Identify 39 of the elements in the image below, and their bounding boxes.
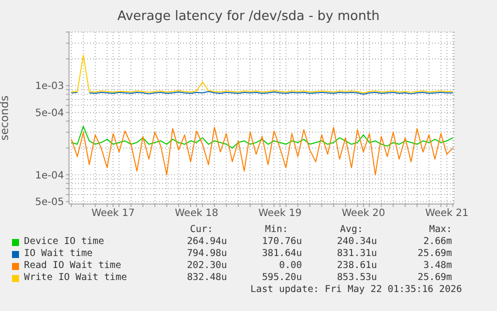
- text: 238.61u: [336, 260, 378, 272]
- text: Max:: [428, 224, 452, 236]
- x-tick-label: Week 20: [342, 208, 386, 220]
- line-series: [70, 126, 454, 148]
- text: 853.53u: [336, 272, 378, 284]
- x-tick-label: Week 21: [425, 208, 469, 220]
- line-series: [70, 54, 454, 94]
- text: 264.94u: [186, 236, 228, 248]
- text: Avg:: [339, 224, 364, 236]
- text: 170.76u: [260, 236, 303, 248]
- x-tick-label: Week 19: [258, 208, 302, 220]
- y-tick-label: 1e-04: [35, 170, 64, 182]
- y-tick-label: 5e-05: [35, 197, 64, 208]
- text: 25.69m: [416, 248, 452, 260]
- text: 831.31u: [336, 248, 378, 260]
- legend-label: Device IO time: [24, 236, 106, 248]
- text: 240.34u: [336, 236, 378, 248]
- y-tick-label: 5e-04: [35, 108, 64, 120]
- text: Last update: Fri May 22 01:35:16 2026: [249, 284, 462, 296]
- x-tick-label: Week 17: [91, 208, 135, 220]
- chart-title: Average latency for /dev/sda - by month: [116, 9, 381, 24]
- text: 794.98u: [186, 248, 228, 260]
- text: 0.00: [278, 260, 303, 272]
- line-series: [70, 126, 454, 176]
- legend-label: IO Wait time: [24, 248, 94, 260]
- text: Cur:: [189, 224, 214, 236]
- text: 3.48m: [422, 260, 452, 272]
- text: 202.30u: [186, 260, 228, 272]
- text: Min:: [264, 224, 289, 236]
- legend-label: Read IO Wait time: [24, 260, 122, 272]
- text: 381.64u: [260, 248, 303, 260]
- x-tick-label: Week 18: [174, 208, 218, 220]
- y-tick-label: 1e-03: [35, 81, 64, 92]
- text: 595.20u: [260, 272, 303, 284]
- text: 832.48u: [186, 272, 228, 284]
- y-axis-title: seconds: [0, 95, 11, 140]
- text: 2.66m: [422, 236, 452, 248]
- legend-label: Write IO Wait time: [24, 272, 128, 284]
- text: 25.69m: [416, 272, 452, 284]
